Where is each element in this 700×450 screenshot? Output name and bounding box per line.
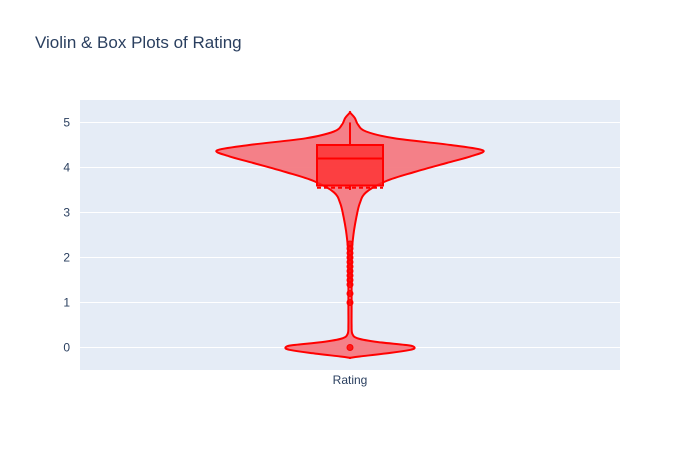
outlier-point-0 <box>346 344 354 351</box>
y-tick-label-2: 2 <box>63 251 70 265</box>
x-axis-ticks: Rating <box>333 373 368 387</box>
violin-layer <box>215 110 485 360</box>
y-axis-ticks: 0 1 2 3 4 5 <box>63 116 70 355</box>
violin-shape <box>215 110 485 360</box>
y-tick-label-3: 3 <box>63 206 70 220</box>
outlier-point-1 <box>346 299 354 306</box>
y-tick-label-0: 0 <box>63 341 70 355</box>
x-tick-label-rating: Rating <box>333 373 368 387</box>
y-tick-label-5: 5 <box>63 116 70 130</box>
chart-title: Violin & Box Plots of Rating <box>35 33 242 52</box>
outlier-point-2 <box>346 290 354 297</box>
box-iqr <box>316 144 384 187</box>
y-tick-label-1: 1 <box>63 296 70 310</box>
y-tick-label-4: 4 <box>63 161 70 175</box>
outlier-point-12 <box>346 240 354 248</box>
